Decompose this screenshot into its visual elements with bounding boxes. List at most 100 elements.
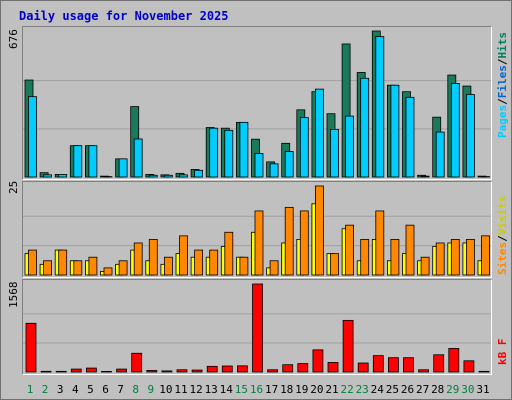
sites-bar bbox=[450, 239, 460, 276]
pages-bar bbox=[390, 84, 400, 178]
sites-bar bbox=[314, 185, 324, 276]
sites-bar bbox=[148, 239, 158, 276]
sites-bar bbox=[133, 242, 143, 276]
hits-legend: Pages/Files/Hits bbox=[496, 32, 509, 138]
kbf-bar bbox=[206, 365, 218, 373]
kbf-bar bbox=[297, 363, 309, 373]
sites-bar bbox=[420, 256, 430, 276]
sites-bar bbox=[360, 239, 370, 276]
kbf-bar bbox=[327, 362, 339, 373]
x-tick-label: 19 bbox=[295, 383, 309, 396]
pages-bar bbox=[118, 158, 128, 178]
pages-bar bbox=[360, 77, 370, 178]
x-tick-label: 14 bbox=[219, 383, 233, 396]
x-tick-label: 26 bbox=[400, 383, 415, 396]
kbf-bar bbox=[131, 352, 143, 373]
legend-sep: / bbox=[496, 58, 509, 66]
kbf-bar bbox=[357, 362, 369, 373]
x-tick-label: 8 bbox=[132, 383, 139, 396]
x-tick-label: 18 bbox=[280, 383, 294, 396]
x-tick-label: 5 bbox=[87, 383, 94, 396]
sites-bar bbox=[345, 224, 355, 276]
x-axis-labels: 1 2 3 4 5 6 7 8 9 10 11 12 13 14 15 16 17 18 19 20 21 22 23 24 2… bbox=[22, 383, 492, 397]
kbf-bar bbox=[282, 364, 294, 373]
x-tick-label: 21 bbox=[325, 383, 339, 396]
pages-bar bbox=[88, 145, 98, 178]
x-tick-label: 10 bbox=[159, 383, 173, 396]
sites-bar bbox=[435, 242, 445, 276]
kbf-bar bbox=[448, 348, 460, 373]
x-tick-label: 7 bbox=[117, 383, 124, 396]
sites-bar bbox=[254, 210, 264, 276]
sites-bar bbox=[269, 260, 279, 276]
pages-bar bbox=[345, 115, 355, 178]
sites-bar bbox=[239, 256, 249, 276]
sites-bar bbox=[330, 253, 339, 276]
sites-bar bbox=[375, 210, 385, 276]
pages-bar bbox=[299, 117, 309, 178]
kbf-plot bbox=[23, 283, 491, 373]
pages-bar bbox=[58, 174, 68, 178]
pages-bar bbox=[209, 127, 219, 178]
legend-sites: Sites bbox=[496, 241, 509, 275]
pages-bar bbox=[163, 174, 173, 178]
kbf-bar bbox=[101, 371, 112, 373]
pages-bar bbox=[450, 83, 460, 178]
kbf-panel bbox=[22, 279, 492, 375]
sites-bar bbox=[465, 239, 475, 276]
visits-max-label: 25 bbox=[7, 180, 20, 194]
sites-bar bbox=[299, 210, 309, 276]
kbf-bar bbox=[418, 369, 430, 373]
x-tick-label: 16 bbox=[249, 383, 264, 396]
x-tick-label: 22 bbox=[340, 383, 354, 396]
x-tick-label: 1 bbox=[26, 383, 34, 396]
kbf-bar bbox=[161, 370, 173, 373]
pages-bar bbox=[405, 96, 415, 178]
kbf-bar bbox=[146, 370, 158, 373]
sites-bar bbox=[43, 260, 53, 276]
sites-bar bbox=[28, 249, 37, 276]
hits-panel bbox=[22, 26, 492, 180]
legend-sep: / bbox=[496, 98, 509, 105]
visits-panel bbox=[22, 181, 492, 278]
x-tick-label: 15 bbox=[234, 383, 249, 396]
kbf-legend: kB F bbox=[496, 339, 509, 366]
x-tick-label: 25 bbox=[385, 383, 400, 396]
visits-legend: Sites/Visits bbox=[496, 196, 509, 276]
x-tick-label: 3 bbox=[56, 383, 64, 396]
sites-bar bbox=[284, 206, 294, 276]
x-tick-label: 17 bbox=[264, 383, 279, 396]
kbf-bar bbox=[176, 369, 188, 373]
pages-bar bbox=[420, 175, 430, 178]
legend-visits: Visits bbox=[496, 195, 509, 236]
kbf-bar bbox=[342, 319, 354, 373]
kbf-bar bbox=[252, 283, 263, 373]
sites-bar bbox=[163, 256, 173, 276]
legend-hits: Hits bbox=[496, 32, 509, 59]
sites-bar bbox=[481, 235, 490, 276]
legend-kbf: kB F bbox=[496, 338, 509, 366]
pages-bar bbox=[330, 129, 339, 178]
x-tick-label: 27 bbox=[415, 383, 430, 396]
pages-bar bbox=[28, 96, 37, 178]
x-tick-label: 11 bbox=[174, 383, 188, 396]
x-tick-label: 31 bbox=[476, 383, 490, 396]
pages-bar bbox=[148, 174, 158, 178]
pages-bar bbox=[314, 88, 324, 178]
sites-bar bbox=[405, 224, 415, 276]
x-tick-label: 9 bbox=[147, 383, 155, 396]
x-tick-label: 30 bbox=[461, 383, 475, 396]
pages-bar bbox=[375, 36, 385, 178]
kbf-bar bbox=[55, 370, 67, 373]
visits-sites-plot bbox=[23, 185, 491, 276]
kbf-bar bbox=[372, 355, 384, 373]
pages-bar bbox=[465, 94, 475, 178]
sites-bar bbox=[179, 235, 188, 276]
kbf-bar bbox=[116, 368, 127, 373]
kbf-bar bbox=[463, 360, 475, 373]
sites-bar bbox=[118, 260, 128, 276]
kbf-bar bbox=[478, 370, 490, 373]
kbf-bar bbox=[221, 365, 233, 373]
pages-bar bbox=[239, 121, 249, 178]
